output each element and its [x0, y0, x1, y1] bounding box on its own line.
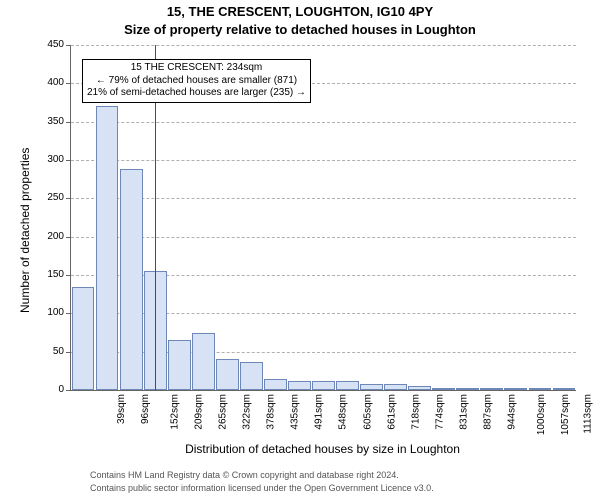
x-tick-label: 944sqm — [506, 394, 517, 430]
x-tick-label: 1113sqm — [583, 394, 594, 434]
y-tick-label: 300 — [36, 154, 64, 165]
histogram-bar — [96, 106, 119, 390]
x-tick-label: 1057sqm — [560, 394, 571, 435]
footer-line2: Contains public sector information licen… — [90, 483, 434, 493]
histogram-bar — [216, 359, 239, 390]
histogram-bar — [312, 381, 335, 390]
histogram-bar — [408, 386, 431, 390]
histogram-bar — [504, 388, 527, 390]
x-tick-label: 887sqm — [482, 394, 493, 430]
histogram-bar — [432, 388, 455, 390]
histogram-bar — [288, 381, 311, 390]
histogram-bar — [168, 340, 191, 390]
histogram-bar — [360, 384, 383, 390]
gridline — [71, 45, 576, 46]
x-tick-label: 774sqm — [434, 394, 445, 430]
x-tick-label: 718sqm — [410, 394, 421, 430]
histogram-bar — [264, 379, 287, 391]
histogram-bar — [336, 381, 359, 390]
y-tick-label: 250 — [36, 192, 64, 203]
histogram-bar — [553, 388, 576, 390]
y-tick-label: 0 — [36, 384, 64, 395]
chart-title-line1: 15, THE CRESCENT, LOUGHTON, IG10 4PY — [0, 4, 600, 19]
y-tick-label: 100 — [36, 307, 64, 318]
annotation-box: 15 THE CRESCENT: 234sqm← 79% of detached… — [82, 59, 311, 103]
x-tick-label: 831sqm — [458, 394, 469, 430]
x-tick-label: 435sqm — [290, 394, 301, 430]
annotation-line: ← 79% of detached houses are smaller (87… — [87, 75, 306, 88]
y-tick-label: 400 — [36, 77, 64, 88]
x-tick-label: 378sqm — [266, 394, 277, 430]
x-tick-label: 265sqm — [218, 394, 229, 430]
x-tick-label: 322sqm — [242, 394, 253, 430]
annotation-line: 21% of semi-detached houses are larger (… — [87, 87, 306, 100]
chart-title-line2: Size of property relative to detached ho… — [0, 22, 600, 37]
gridline — [71, 237, 576, 238]
x-tick-label: 152sqm — [170, 394, 181, 430]
y-tick-label: 450 — [36, 39, 64, 50]
gridline — [71, 198, 576, 199]
footer-line1: Contains HM Land Registry data © Crown c… — [90, 470, 399, 480]
y-axis-label: Number of detached properties — [18, 147, 32, 312]
histogram-bar — [529, 388, 552, 390]
histogram-bar — [456, 388, 479, 390]
histogram-bar — [72, 287, 95, 391]
x-tick-label: 661sqm — [386, 394, 397, 430]
gridline — [71, 160, 576, 161]
y-tick-label: 200 — [36, 231, 64, 242]
y-tick-label: 150 — [36, 269, 64, 280]
histogram-bar — [192, 333, 215, 391]
y-tick-label: 350 — [36, 116, 64, 127]
histogram-bar — [240, 362, 263, 390]
x-tick-label: 209sqm — [194, 394, 205, 430]
histogram-bar — [120, 169, 143, 390]
x-axis-label: Distribution of detached houses by size … — [70, 442, 575, 456]
x-tick-label: 548sqm — [338, 394, 349, 430]
gridline — [71, 122, 576, 123]
x-tick-label: 605sqm — [362, 394, 373, 430]
chart-container: { "title": { "line1": "15, THE CRESCENT,… — [0, 0, 600, 500]
x-tick-label: 1000sqm — [536, 394, 547, 435]
x-tick-label: 96sqm — [140, 394, 151, 424]
x-tick-label: 39sqm — [116, 394, 127, 424]
histogram-bar — [480, 388, 503, 390]
x-tick-label: 491sqm — [314, 394, 325, 430]
annotation-line: 15 THE CRESCENT: 234sqm — [87, 62, 306, 75]
y-tick-label: 50 — [36, 346, 64, 357]
histogram-bar — [384, 384, 407, 390]
